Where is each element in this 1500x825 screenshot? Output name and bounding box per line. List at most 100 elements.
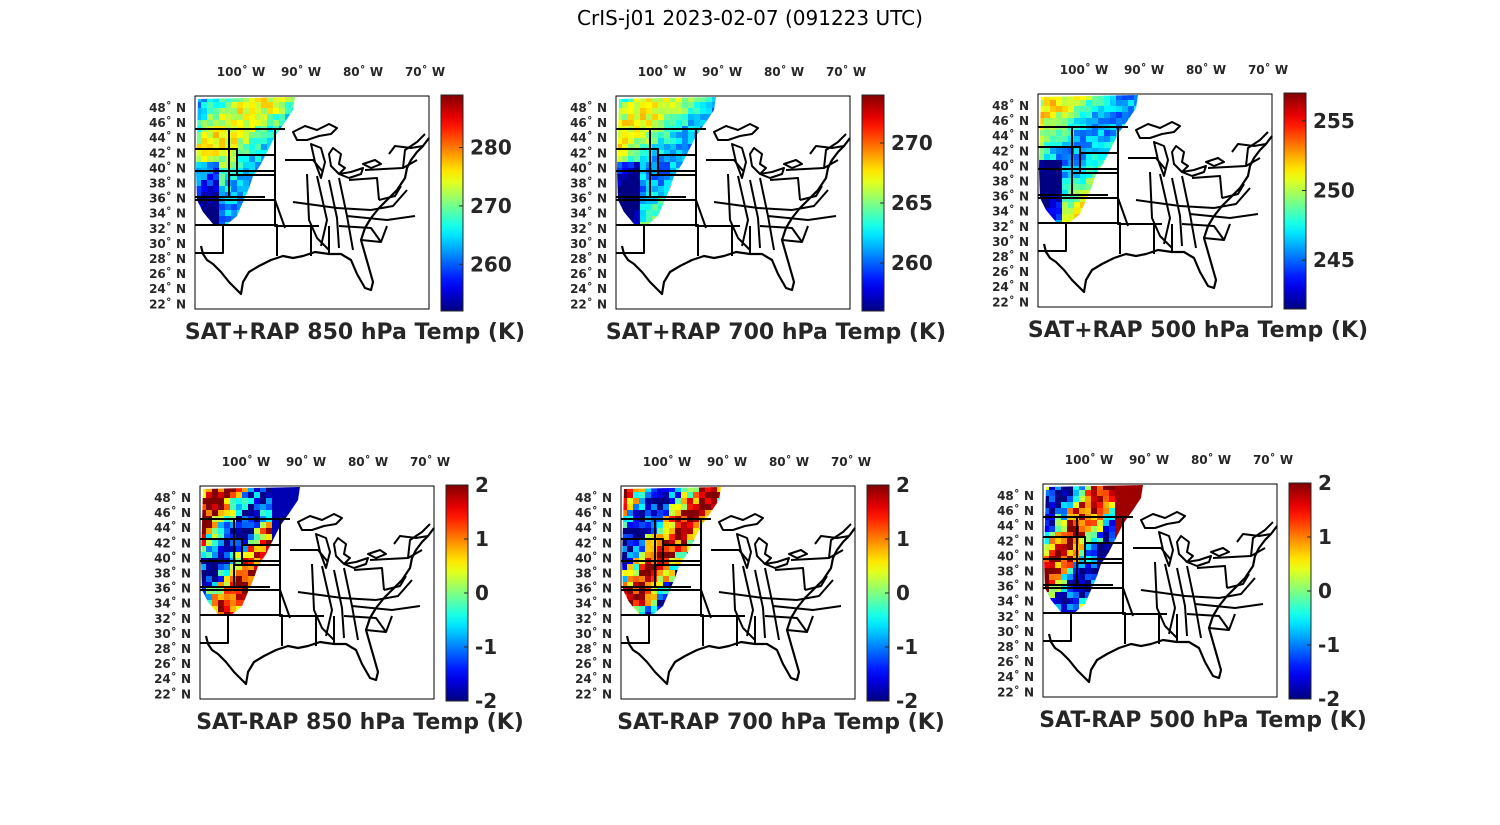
data-cell bbox=[266, 492, 273, 499]
data-cell bbox=[694, 97, 701, 103]
data-cell bbox=[201, 120, 208, 127]
data-cell bbox=[1086, 160, 1093, 167]
data-cell bbox=[261, 114, 268, 121]
data-cell bbox=[663, 588, 670, 595]
data-cell bbox=[627, 498, 634, 505]
data-cell bbox=[218, 498, 225, 505]
data-cell bbox=[196, 198, 202, 205]
data-cell bbox=[1061, 598, 1068, 605]
data-cell bbox=[670, 138, 677, 145]
data-cell bbox=[1050, 95, 1057, 101]
data-cell bbox=[622, 534, 628, 541]
data-cell bbox=[693, 498, 700, 505]
colorbar-tick-label: 270 bbox=[470, 194, 512, 218]
lat-label: 22˚ N bbox=[570, 296, 607, 311]
data-cell bbox=[254, 564, 261, 571]
data-cell bbox=[201, 570, 207, 577]
great-lakes bbox=[1140, 511, 1230, 567]
data-cell bbox=[1044, 568, 1050, 575]
data-cell bbox=[1050, 208, 1057, 215]
data-cell bbox=[219, 97, 226, 103]
data-cell bbox=[249, 156, 256, 163]
map-figure: 100˚ W 90˚ W 80˚ W 70˚ W 48˚ N46˚ N44˚ N42˚ … bbox=[575, 454, 918, 713]
data-cell bbox=[254, 552, 261, 559]
data-cell bbox=[1055, 485, 1062, 491]
data-cell bbox=[1055, 526, 1062, 533]
data-cell bbox=[645, 570, 652, 577]
data-cell bbox=[231, 120, 238, 127]
data-cell bbox=[224, 540, 231, 547]
data-cell bbox=[1128, 95, 1135, 101]
data-cell bbox=[622, 564, 628, 571]
data-cell bbox=[243, 150, 250, 157]
data-cell bbox=[1121, 490, 1128, 497]
data-cell bbox=[242, 504, 249, 511]
data-cell bbox=[651, 487, 658, 493]
data-cell bbox=[652, 102, 659, 109]
data-cell bbox=[634, 97, 641, 103]
data-cell bbox=[1056, 142, 1063, 149]
data-cell bbox=[219, 138, 226, 145]
data-cell bbox=[242, 588, 249, 595]
data-cell bbox=[617, 180, 623, 187]
data-cell bbox=[213, 180, 220, 187]
data-cell bbox=[1062, 100, 1069, 107]
data-cell bbox=[1091, 532, 1098, 539]
lat-label: 38˚ N bbox=[149, 176, 186, 191]
data-cell bbox=[699, 487, 706, 493]
lon-label: 90˚ W bbox=[281, 64, 321, 79]
map-panel-sat-minus-rap-500-temp: 100˚ W 90˚ W 80˚ W 70˚ W 48˚ N 46˚ N 44˚ N 42˚ … bbox=[973, 438, 1433, 818]
data-cell bbox=[687, 510, 694, 517]
data-cell bbox=[617, 150, 623, 157]
data-cell bbox=[658, 144, 665, 151]
data-cell bbox=[1092, 130, 1099, 137]
data-cell bbox=[201, 576, 207, 583]
map-panel-sat-minus-rap-850-temp: 100˚ W 90˚ W 80˚ W 70˚ W 48˚ N 46˚ N 44˚ N 42˚ … bbox=[130, 440, 590, 820]
data-cell bbox=[260, 492, 267, 499]
data-cell bbox=[681, 487, 688, 493]
data-cell bbox=[266, 534, 273, 541]
map-panel-sat-rap-500-temp: 100˚ W 90˚ W 80˚ W 70˚ W 48˚ N 46˚ N 44˚ N 42˚ … bbox=[968, 48, 1428, 428]
data-cell bbox=[1067, 526, 1074, 533]
data-cell bbox=[658, 180, 665, 187]
data-cell bbox=[639, 570, 646, 577]
lon-label: 80˚ W bbox=[1191, 452, 1231, 467]
data-cell bbox=[201, 582, 207, 589]
data-cell bbox=[628, 156, 635, 163]
data-cell bbox=[212, 552, 219, 559]
data-cell bbox=[633, 492, 640, 499]
data-cell bbox=[207, 156, 214, 163]
data-cell bbox=[693, 504, 700, 511]
data-cell bbox=[249, 114, 256, 121]
data-cell bbox=[1056, 160, 1063, 167]
data-cell bbox=[224, 492, 231, 499]
data-cell bbox=[207, 138, 214, 145]
lat-label: 42˚ N bbox=[575, 535, 612, 550]
data-cell bbox=[278, 498, 285, 505]
data-cell bbox=[207, 204, 214, 211]
data-cell bbox=[1091, 538, 1098, 545]
data-cell bbox=[622, 180, 629, 187]
colorbar-tick-label: 0 bbox=[1318, 579, 1332, 603]
data-cell bbox=[645, 522, 652, 529]
data-cell bbox=[207, 180, 214, 187]
data-cell bbox=[255, 114, 262, 121]
data-cell bbox=[622, 132, 629, 139]
data-cell bbox=[266, 510, 273, 517]
data-cell bbox=[1128, 106, 1135, 113]
data-cell bbox=[224, 588, 231, 595]
data-cell bbox=[260, 528, 267, 535]
data-cell bbox=[675, 504, 682, 511]
data-cell bbox=[1062, 214, 1069, 221]
lat-label: 34˚ N bbox=[575, 596, 612, 611]
data-cell bbox=[617, 132, 623, 139]
lat-label: 46˚ N bbox=[570, 115, 607, 130]
data-cell bbox=[1091, 485, 1098, 491]
data-cell bbox=[1050, 112, 1057, 119]
data-cell bbox=[669, 576, 676, 583]
data-cell bbox=[1061, 485, 1068, 491]
data-cell bbox=[290, 498, 297, 505]
data-cell bbox=[225, 97, 232, 103]
data-cell bbox=[231, 192, 238, 199]
lat-label: 26˚ N bbox=[997, 654, 1034, 669]
